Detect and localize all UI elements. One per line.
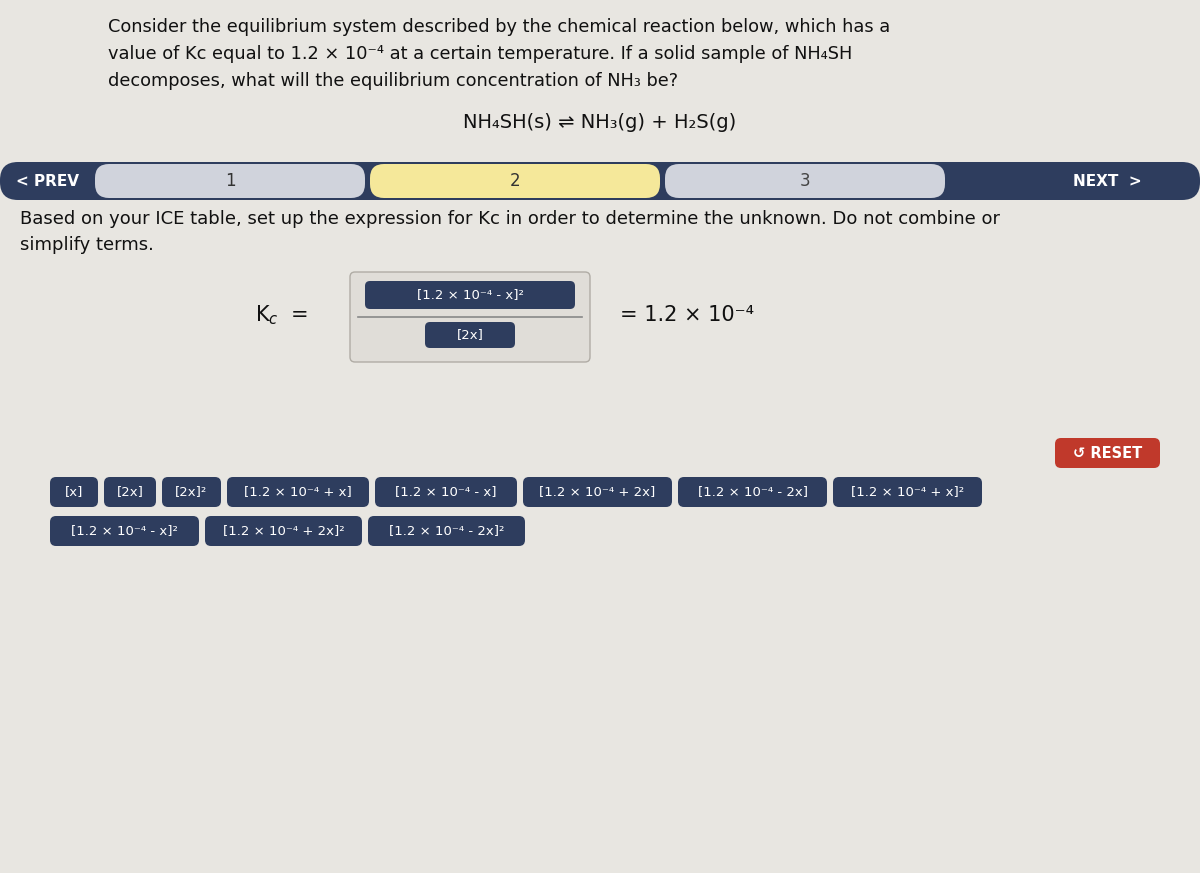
Text: [1.2 × 10⁻⁴ - x]²: [1.2 × 10⁻⁴ - x]² — [71, 525, 178, 538]
Text: [1.2 × 10⁻⁴ - 2x]: [1.2 × 10⁻⁴ - 2x] — [697, 485, 808, 498]
FancyBboxPatch shape — [833, 477, 982, 507]
Text: [2x]: [2x] — [456, 328, 484, 341]
FancyBboxPatch shape — [425, 322, 515, 348]
FancyBboxPatch shape — [95, 164, 365, 198]
Text: [1.2 × 10⁻⁴ + x]²: [1.2 × 10⁻⁴ + x]² — [851, 485, 964, 498]
FancyBboxPatch shape — [523, 477, 672, 507]
Text: 1: 1 — [224, 172, 235, 190]
FancyBboxPatch shape — [368, 516, 526, 546]
FancyBboxPatch shape — [205, 516, 362, 546]
Text: [2x]: [2x] — [116, 485, 144, 498]
Text: K$_c$  =: K$_c$ = — [256, 303, 308, 327]
FancyBboxPatch shape — [227, 477, 370, 507]
FancyBboxPatch shape — [350, 272, 590, 362]
FancyBboxPatch shape — [162, 477, 221, 507]
Text: [1.2 × 10⁻⁴ - x]: [1.2 × 10⁻⁴ - x] — [395, 485, 497, 498]
Text: NEXT  >: NEXT > — [1073, 174, 1141, 189]
Text: [1.2 × 10⁻⁴ - x]²: [1.2 × 10⁻⁴ - x]² — [416, 288, 523, 301]
FancyBboxPatch shape — [370, 164, 660, 198]
FancyBboxPatch shape — [365, 281, 575, 309]
Text: 3: 3 — [799, 172, 810, 190]
Text: < PREV: < PREV — [16, 174, 78, 189]
Text: [1.2 × 10⁻⁴ - 2x]²: [1.2 × 10⁻⁴ - 2x]² — [389, 525, 504, 538]
Text: [1.2 × 10⁻⁴ + x]: [1.2 × 10⁻⁴ + x] — [244, 485, 352, 498]
Text: [2x]²: [2x]² — [175, 485, 208, 498]
FancyBboxPatch shape — [0, 162, 1200, 200]
Text: 2: 2 — [510, 172, 521, 190]
FancyBboxPatch shape — [50, 516, 199, 546]
FancyBboxPatch shape — [50, 477, 98, 507]
Text: Based on your ICE table, set up the expression for Kc in order to determine the : Based on your ICE table, set up the expr… — [20, 210, 1000, 254]
Text: = 1.2 × 10⁻⁴: = 1.2 × 10⁻⁴ — [620, 305, 754, 325]
FancyBboxPatch shape — [374, 477, 517, 507]
FancyBboxPatch shape — [1055, 438, 1160, 468]
Text: [1.2 × 10⁻⁴ + 2x]²: [1.2 × 10⁻⁴ + 2x]² — [223, 525, 344, 538]
FancyBboxPatch shape — [104, 477, 156, 507]
Text: Consider the equilibrium system described by the chemical reaction below, which : Consider the equilibrium system describe… — [108, 18, 890, 90]
FancyBboxPatch shape — [665, 164, 946, 198]
Text: ↺ RESET: ↺ RESET — [1073, 445, 1142, 460]
Text: NH₄SH(s) ⇌ NH₃(g) + H₂S(g): NH₄SH(s) ⇌ NH₃(g) + H₂S(g) — [463, 113, 737, 132]
Text: [1.2 × 10⁻⁴ + 2x]: [1.2 × 10⁻⁴ + 2x] — [539, 485, 655, 498]
Text: [x]: [x] — [65, 485, 83, 498]
FancyBboxPatch shape — [678, 477, 827, 507]
